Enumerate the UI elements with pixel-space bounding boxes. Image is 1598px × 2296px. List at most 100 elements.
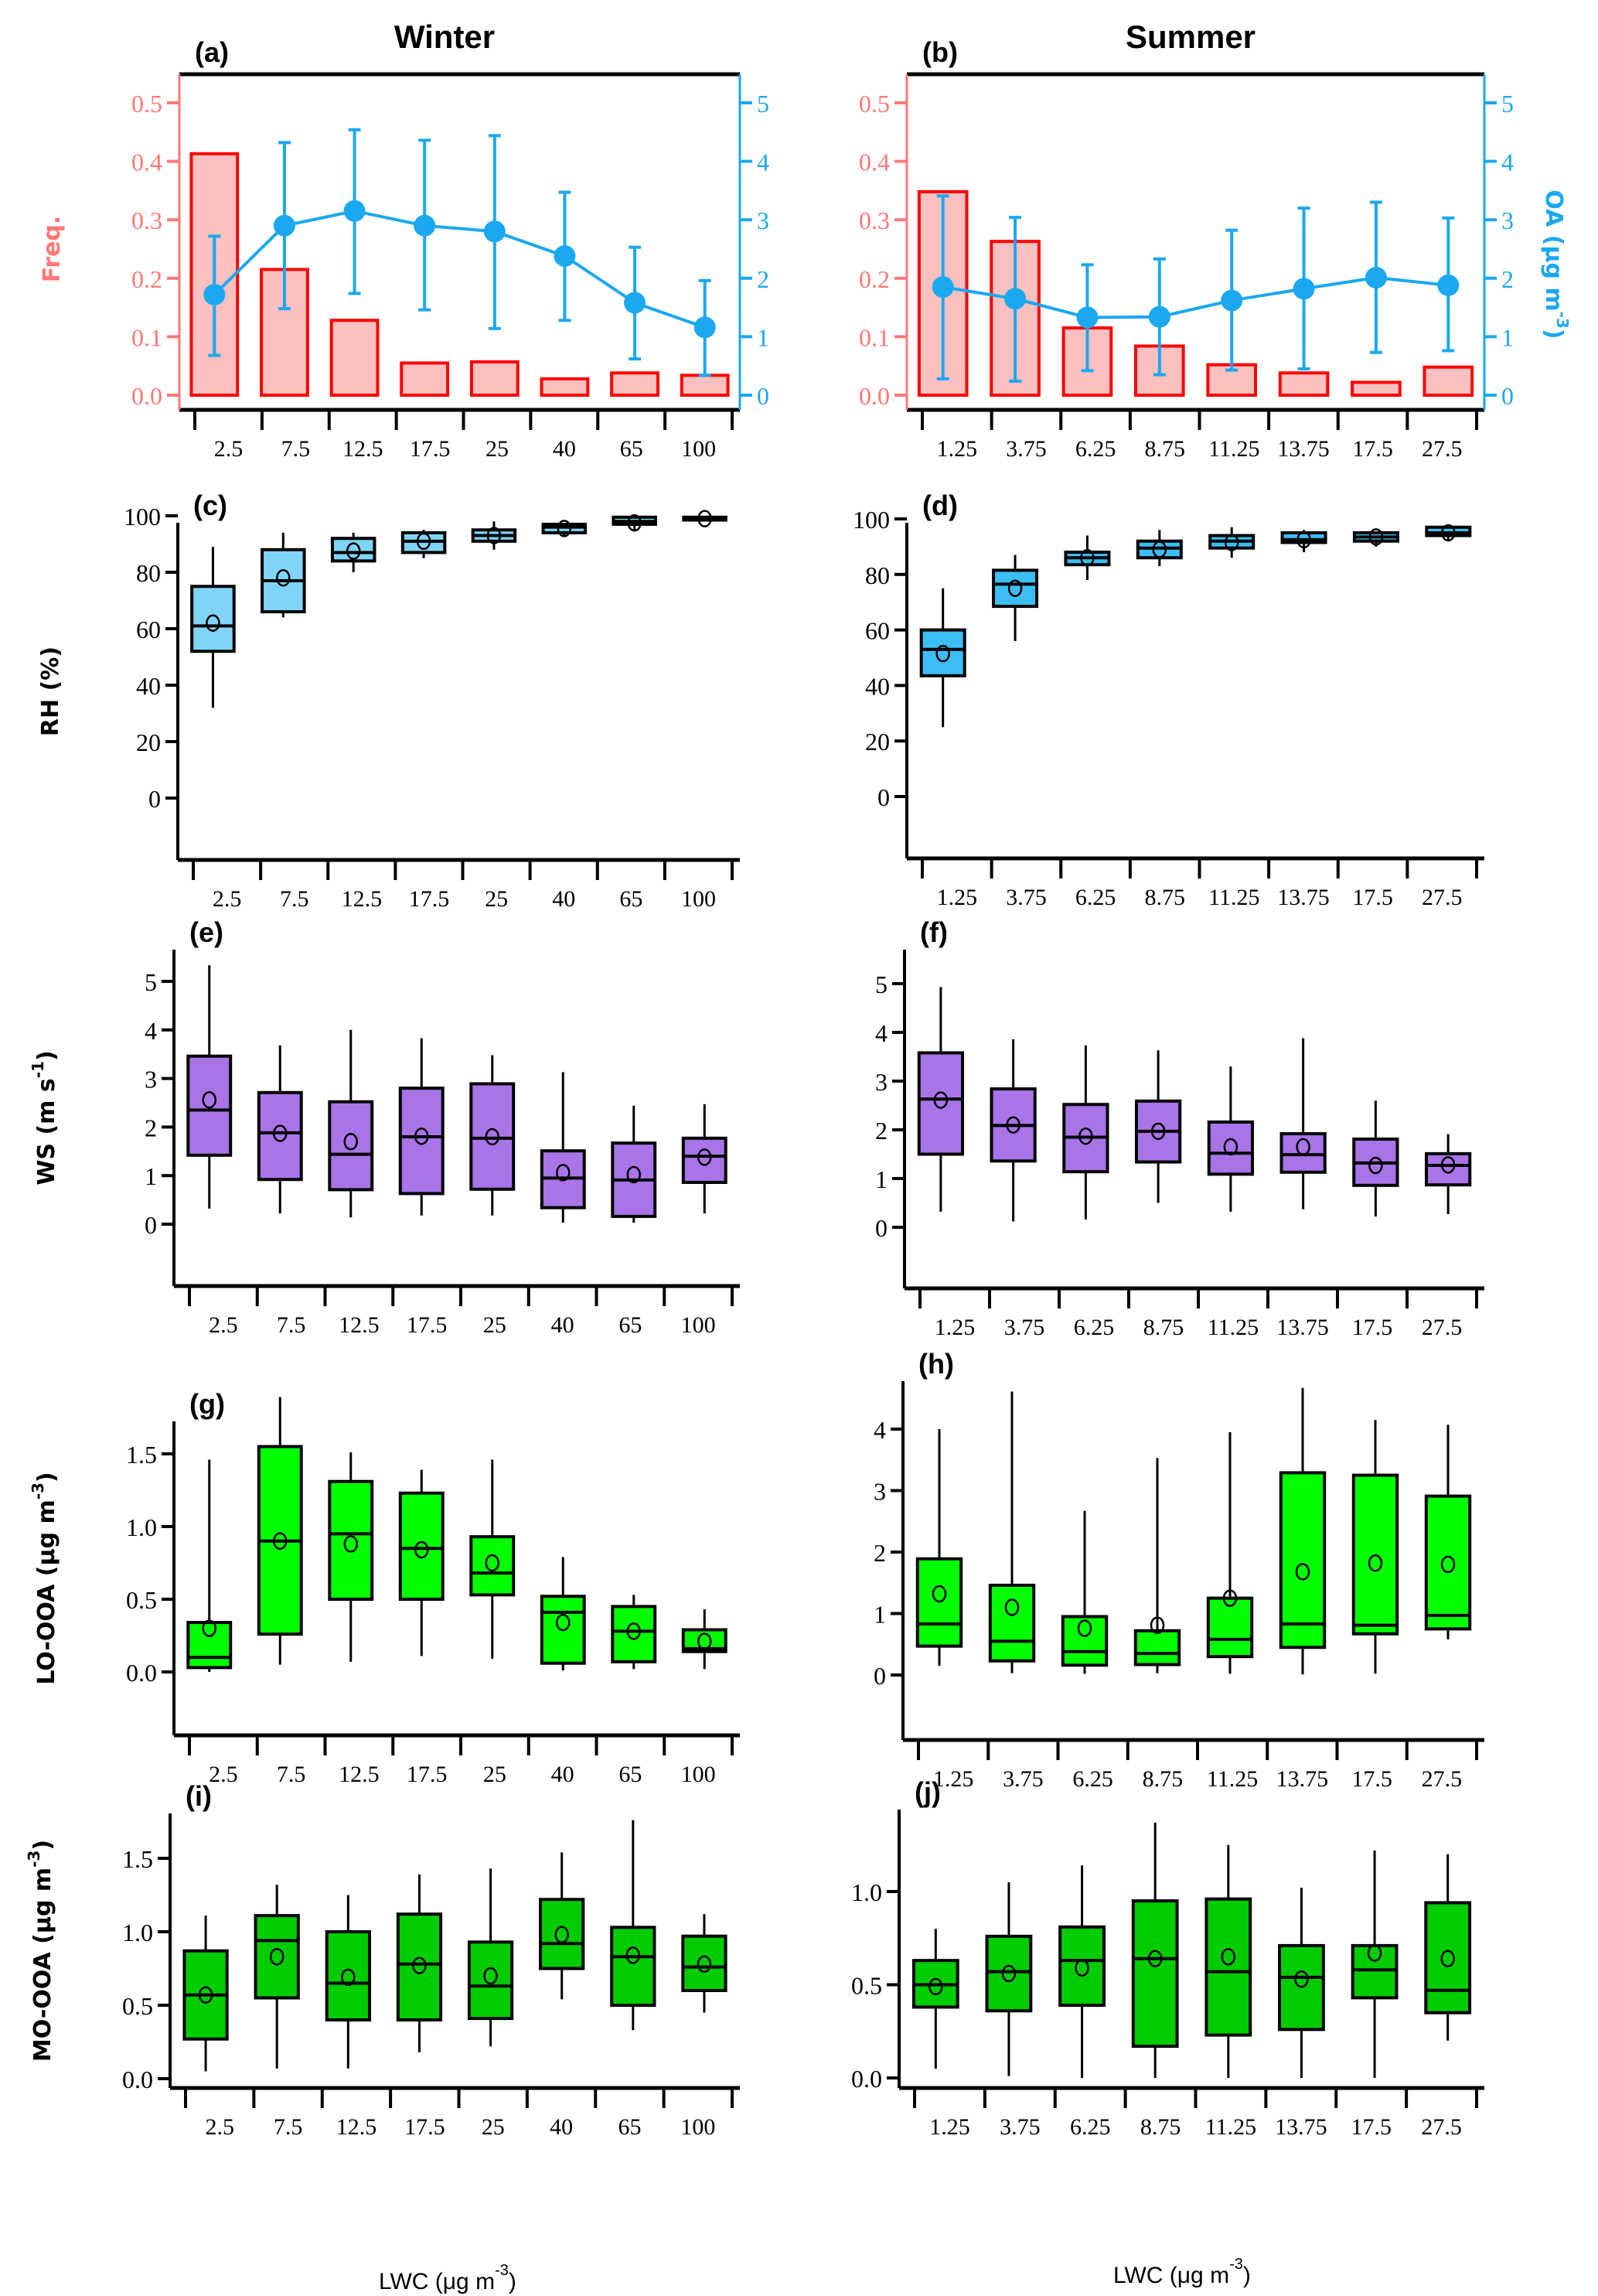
box-mean-marker (1080, 549, 1095, 567)
x-tick-label: 1.25 (929, 2114, 970, 2140)
x-tick-label: 6.25 (1074, 1315, 1115, 1340)
panel-e: (e) 0 1 2 3 4 5 WS (m s-1) 2.5 7.5 12.5 17.5 25 40 65 1… (29, 916, 740, 1338)
x-tick-label: 11.25 (1207, 1766, 1258, 1792)
y-tick-label: 3 (874, 1478, 886, 1506)
box-mean-marker (483, 1967, 498, 1985)
oa-mean-point (1365, 267, 1387, 289)
x-tick-label: 13.75 (1277, 885, 1330, 910)
box-iqr (1206, 1596, 1254, 1659)
x-tick-label: 6.25 (1070, 2114, 1111, 2140)
xlabel-sup: -3 (495, 2262, 509, 2279)
x-tick-label: 2.5 (209, 1762, 238, 1787)
y-tick-label: 60 (865, 617, 890, 645)
y-tick-label-left: 0.4 (131, 148, 162, 176)
panel-h: (h) 0 1 2 3 4 1.25 3.75 6.25 8.75 11.25 13.75 17.5 27… (874, 1348, 1484, 1792)
box-mean-marker (341, 1968, 356, 1987)
y-axis-label-text: OA (μg m (1540, 189, 1567, 311)
panel-f: (f) 0 1 2 3 4 5 1.25 3.75 6.25 8.75 11.25 13.75 17.5 2… (875, 916, 1484, 1340)
box-mean-marker (202, 1090, 216, 1109)
y-tick-label-right: 0 (1501, 382, 1514, 410)
y-axis-label-sup: -3 (29, 1482, 47, 1499)
panel-label: (b) (922, 36, 958, 68)
box-mean-marker (1006, 1116, 1020, 1134)
box-iqr (1279, 1132, 1327, 1174)
box-mean-marker (935, 644, 950, 663)
y-tick-label-left: 0.2 (859, 265, 890, 293)
panel-label: (c) (193, 490, 227, 521)
oa-mean-point (1293, 278, 1315, 300)
box-mean-marker (626, 1165, 641, 1184)
x-tick-label: 65 (619, 886, 642, 912)
y-tick-label: 20 (136, 728, 161, 756)
x-tick-label: 6.25 (1072, 1766, 1113, 1792)
box-iqr (186, 1054, 233, 1157)
box-iqr (1424, 1494, 1472, 1631)
box-mean-marker (557, 520, 572, 537)
x-tick-label: 100 (681, 886, 716, 912)
box-mean-marker (1078, 1127, 1093, 1145)
y-tick-label-right: 5 (757, 90, 769, 118)
y-tick-label-right: 2 (1501, 265, 1514, 293)
panel-d: (d) 0 20 40 60 80 100 1.25 3.75 6.25 8.75 11.25 13.7… (853, 490, 1484, 910)
x-tick-label: 7.5 (277, 1762, 306, 1787)
x-tick-label: 17.5 (409, 886, 450, 912)
y-tick-label-right: 2 (757, 265, 769, 293)
oa-mean-point (203, 283, 226, 305)
x-tick-label: 17.5 (404, 2114, 445, 2140)
box-mean-marker (1222, 1589, 1238, 1607)
oa-mean-point (1076, 306, 1099, 329)
box-mean-marker (1296, 1138, 1310, 1156)
y-axis-label-close: ) (1540, 329, 1567, 339)
x-tick-label: 12.5 (339, 1762, 380, 1787)
box-mean-marker (1368, 528, 1384, 546)
box-mean-marker (556, 1164, 571, 1182)
y-axis-label: WS (m s-1) (29, 1050, 60, 1185)
x-tick-label: 7.5 (274, 2114, 303, 2140)
box-iqr (330, 537, 377, 563)
freq-bar (400, 361, 450, 397)
x-tick-label: 100 (681, 1312, 716, 1338)
y-tick-label: 1.5 (122, 1845, 153, 1873)
panel-c: (c) 0 20 40 60 80 100 RH (%) 2.5 7.5 12.5 17.5 25 40 6… (37, 490, 740, 912)
x-tick-label: 17.5 (407, 1312, 448, 1338)
x-tick-label: 8.75 (1143, 1315, 1184, 1340)
y-tick-label: 4 (145, 1017, 157, 1045)
y-tick-label-left: 0.3 (859, 206, 890, 234)
box-mean-marker (697, 1632, 712, 1650)
y-tick-label-right: 4 (757, 148, 769, 176)
y-tick-label: 0.5 (122, 1992, 153, 2020)
y-tick-label: 100 (124, 503, 161, 531)
box-mean-marker (1004, 1598, 1020, 1616)
box-iqr (396, 1912, 443, 2021)
box-iqr (681, 1934, 727, 1992)
y-tick-label: 0 (148, 785, 161, 813)
y-tick-label: 20 (865, 728, 890, 756)
box-mean-marker (1367, 1944, 1382, 1962)
y-axis-label-sup: -1 (29, 1061, 47, 1078)
y-tick-label-right: 5 (1501, 90, 1514, 118)
x-tick-label: 12.5 (336, 2114, 377, 2140)
x-tick-label: 13.75 (1275, 2114, 1327, 2140)
x-tick-label: 65 (618, 1312, 642, 1338)
box-mean-marker (269, 1948, 285, 1966)
box-iqr (917, 1051, 964, 1156)
y-tick-label: 0.0 (126, 1659, 157, 1687)
oa-mean-point (554, 245, 576, 268)
oa-mean-line (213, 209, 706, 329)
box-iqr (328, 1479, 374, 1601)
box-iqr (1204, 1897, 1252, 2037)
xlabel-summer: LWC (μg m-3) (1113, 2256, 1251, 2288)
box-mean-marker (346, 542, 361, 560)
y-tick-label: 1 (145, 1162, 157, 1190)
x-tick-label: 7.5 (280, 886, 309, 912)
x-tick-label: 100 (681, 436, 716, 462)
box-mean-marker (414, 1128, 429, 1145)
panel-g: (g) 0.0 0.5 1.0 1.5 LO-OOA (μg m-3) 2.5 7.5 12.5… (29, 1388, 740, 1787)
y-tick-label-left: 0.5 (859, 90, 890, 118)
column-title-winter: Winter (394, 19, 495, 55)
x-tick-label: 12.5 (339, 1312, 380, 1338)
box-mean-marker (202, 1619, 216, 1637)
x-tick-label: 100 (681, 1762, 716, 1787)
x-tick-label: 13.75 (1276, 1315, 1329, 1340)
